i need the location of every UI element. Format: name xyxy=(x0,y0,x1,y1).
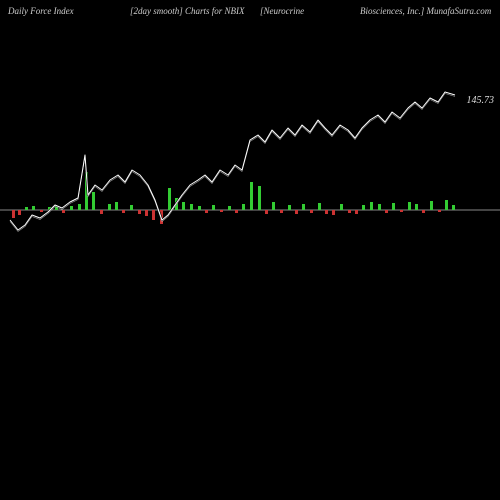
header-segment: Biosciences, Inc.] MunafaSutra.com xyxy=(360,6,491,16)
chart-area: 145.73 xyxy=(0,20,500,480)
header-segment: [2day smooth] Charts for NBIX xyxy=(130,6,245,16)
price-label: 145.73 xyxy=(467,95,495,106)
header-segment: Daily Force Index xyxy=(8,6,74,16)
header-segment: [Neurocrine xyxy=(260,6,304,16)
force-index-chart xyxy=(0,20,500,480)
